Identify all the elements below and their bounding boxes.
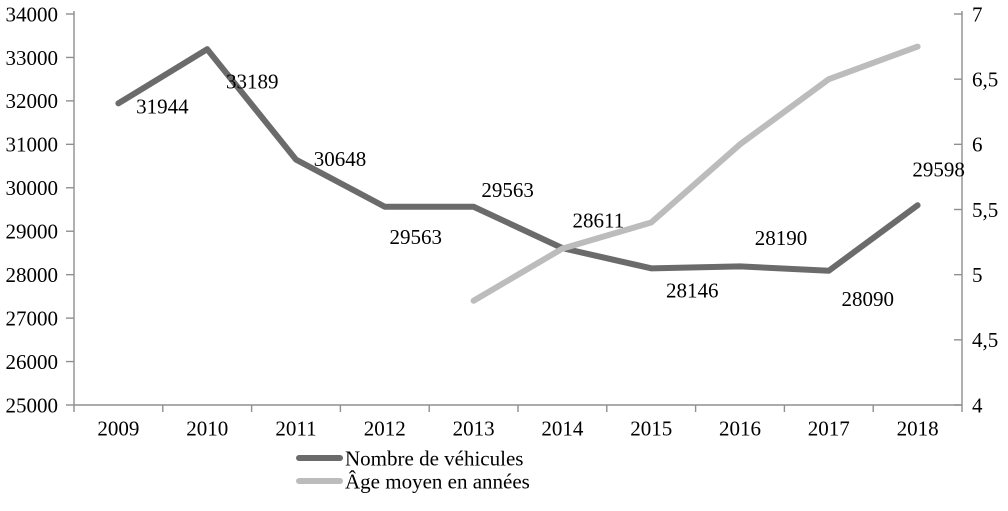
right-axis-tick-label: 6,5 xyxy=(972,68,998,92)
data-label: 30648 xyxy=(314,147,367,171)
vehicles-line xyxy=(115,46,921,274)
x-axis-tick-label: 2014 xyxy=(541,416,584,440)
legend-label: Âge moyen en années xyxy=(345,469,530,493)
left-axis-tick-label: 31000 xyxy=(6,133,59,157)
x-axis-tick-label: 2015 xyxy=(630,416,672,440)
data-label: 28611 xyxy=(573,208,625,232)
x-axis-tick-label: 2010 xyxy=(186,416,228,440)
left-axis-tick-label: 25000 xyxy=(6,393,59,417)
data-label: 29598 xyxy=(912,158,965,182)
x-axis-tick-label: 2016 xyxy=(719,416,761,440)
x-axis-tick-label: 2011 xyxy=(275,416,316,440)
right-axis-tick-label: 5 xyxy=(972,263,983,287)
data-label: 28146 xyxy=(666,279,719,303)
x-axis-tick-label: 2018 xyxy=(897,416,939,440)
left-axis-tick-label: 27000 xyxy=(6,306,59,330)
x-axis-tick-label: 2009 xyxy=(97,416,139,440)
legend-label: Nombre de véhicules xyxy=(345,446,523,470)
data-label: 28190 xyxy=(755,226,808,250)
data-label: 29563 xyxy=(481,178,534,202)
data-label: 33189 xyxy=(226,70,279,94)
right-axis-tick-label: 6 xyxy=(972,133,983,157)
x-axis-tick-label: 2017 xyxy=(808,416,850,440)
left-axis-tick-label: 34000 xyxy=(6,2,59,26)
right-axis-tick-label: 5,5 xyxy=(972,198,998,222)
x-axis-tick-label: 2012 xyxy=(364,416,406,440)
left-axis-tick-label: 32000 xyxy=(6,89,59,113)
right-axis-tick-label: 7 xyxy=(972,2,983,26)
left-axis-tick-label: 33000 xyxy=(6,46,59,70)
left-axis-tick-label: 29000 xyxy=(6,220,59,244)
right-axis-tick-label: 4 xyxy=(972,393,983,417)
data-label: 31944 xyxy=(136,95,189,119)
x-axis-tick-label: 2013 xyxy=(453,416,495,440)
data-label: 28090 xyxy=(842,287,895,311)
left-axis-tick-label: 30000 xyxy=(6,176,59,200)
data-label: 29563 xyxy=(390,225,443,249)
left-axis-tick-label: 26000 xyxy=(6,350,59,374)
left-axis-tick-label: 28000 xyxy=(6,263,59,287)
right-axis-tick-label: 4,5 xyxy=(972,328,998,352)
age-line xyxy=(470,43,921,304)
